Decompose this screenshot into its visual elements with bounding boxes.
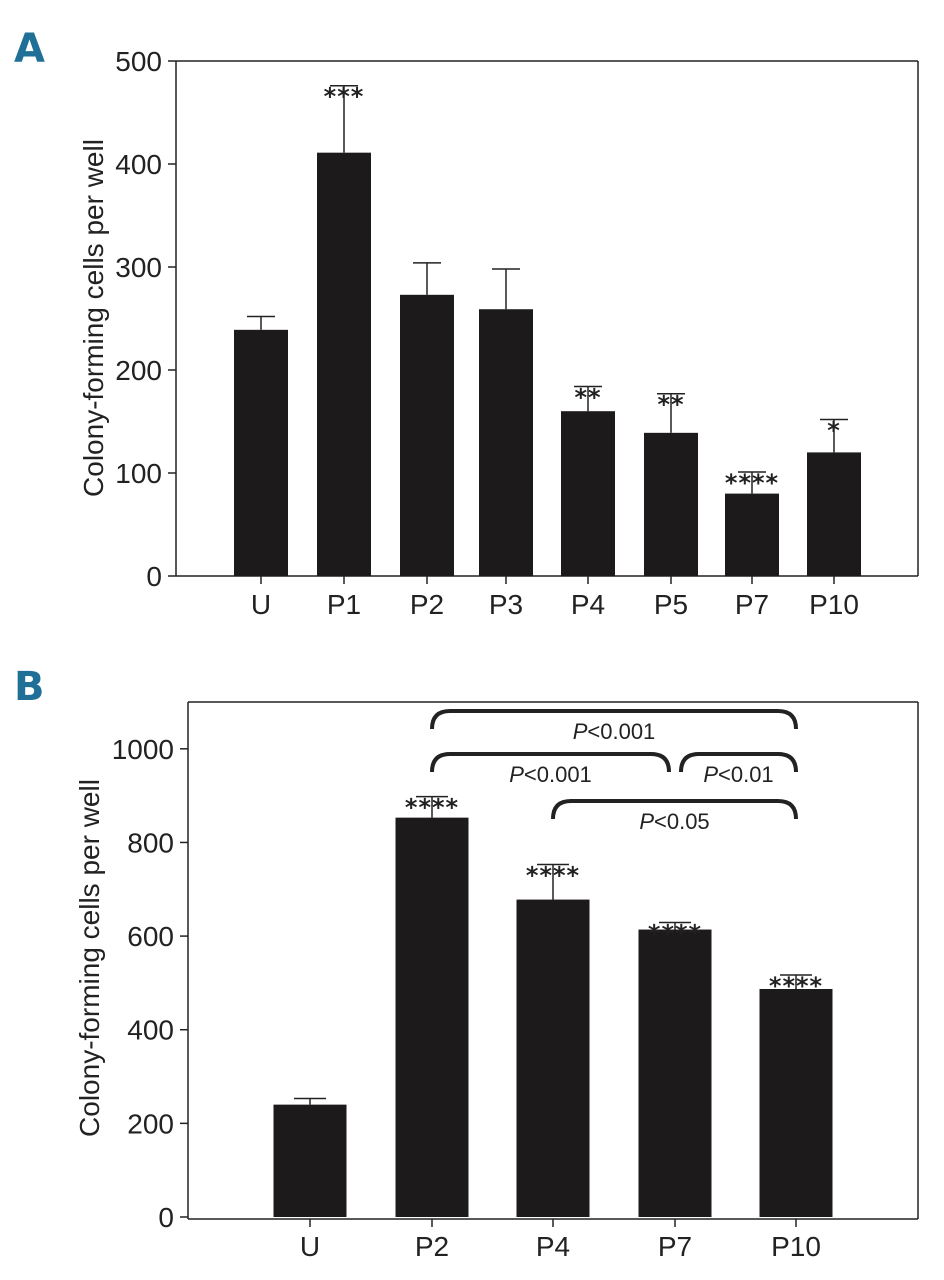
comparison-bracket <box>679 752 798 773</box>
y-tick-label: 800 <box>127 827 174 858</box>
comparison-label: P<0.001 <box>509 762 592 787</box>
bar-p5 <box>644 432 698 576</box>
y-tick-label: 400 <box>127 1015 174 1046</box>
y-axis-label: Colony-forming cells per well <box>74 779 105 1137</box>
bar-p1 <box>317 152 371 577</box>
bar-p10 <box>807 452 861 576</box>
bar-p10 <box>759 988 833 1217</box>
bar-u <box>234 329 288 576</box>
y-tick-label: 500 <box>115 46 162 77</box>
x-tick-label: P7 <box>735 589 769 620</box>
comparison-bracket <box>551 799 798 820</box>
x-tick-label: P10 <box>771 1231 821 1262</box>
x-tick-label: P4 <box>571 589 605 620</box>
panel-letter: A <box>14 26 45 72</box>
y-tick-label: 0 <box>146 561 162 592</box>
y-tick-label: 100 <box>115 458 162 489</box>
x-tick-label: P4 <box>536 1231 570 1262</box>
significance-label: **** <box>405 794 459 822</box>
bar-p2 <box>400 294 454 576</box>
y-tick-label: 200 <box>127 1108 174 1139</box>
significance-label: ** <box>657 391 684 419</box>
significance-label: **** <box>648 920 702 948</box>
y-axis-label: Colony-forming cells per well <box>78 139 109 497</box>
y-tick-label: 600 <box>127 921 174 952</box>
y-tick-label: 200 <box>115 355 162 386</box>
significance-label: **** <box>526 861 580 889</box>
bar-p7 <box>725 493 779 576</box>
y-tick-label: 0 <box>158 1202 174 1233</box>
x-tick-label: U <box>300 1231 320 1262</box>
significance-label: **** <box>725 469 779 497</box>
x-tick-label: U <box>251 589 271 620</box>
significance-label: * <box>827 416 841 444</box>
significance-label: ** <box>574 383 601 411</box>
bar-p4 <box>561 411 615 576</box>
bar-p7 <box>638 929 712 1217</box>
comparison-label: P<0.01 <box>703 762 773 787</box>
bar-u <box>273 1104 347 1217</box>
comparison-bracket <box>430 709 798 730</box>
x-tick-label: P7 <box>658 1231 692 1262</box>
x-tick-label: P1 <box>327 589 361 620</box>
x-tick-label: P2 <box>415 1231 449 1262</box>
y-tick-label: 300 <box>115 252 162 283</box>
significance-label: *** <box>324 83 365 111</box>
panel-a: A 0 100 200 300 400 500 Colony-forming cells pe… <box>14 26 919 620</box>
x-tick-label: P5 <box>654 589 688 620</box>
significance-label: **** <box>769 972 823 1000</box>
x-tick-label: P3 <box>489 589 523 620</box>
panel-letter: B <box>14 664 45 710</box>
y-tick-label: 400 <box>115 149 162 180</box>
x-tick-label: P2 <box>410 589 444 620</box>
bar-p3 <box>479 309 533 576</box>
comparison-bracket <box>430 752 671 773</box>
comparison-label: P<0.001 <box>573 719 656 744</box>
y-tick-label: 1000 <box>112 734 174 765</box>
bar-p4 <box>516 899 590 1217</box>
bar-p2 <box>395 817 469 1217</box>
comparison-label: P<0.05 <box>639 809 709 834</box>
x-tick-label: P10 <box>809 589 859 620</box>
